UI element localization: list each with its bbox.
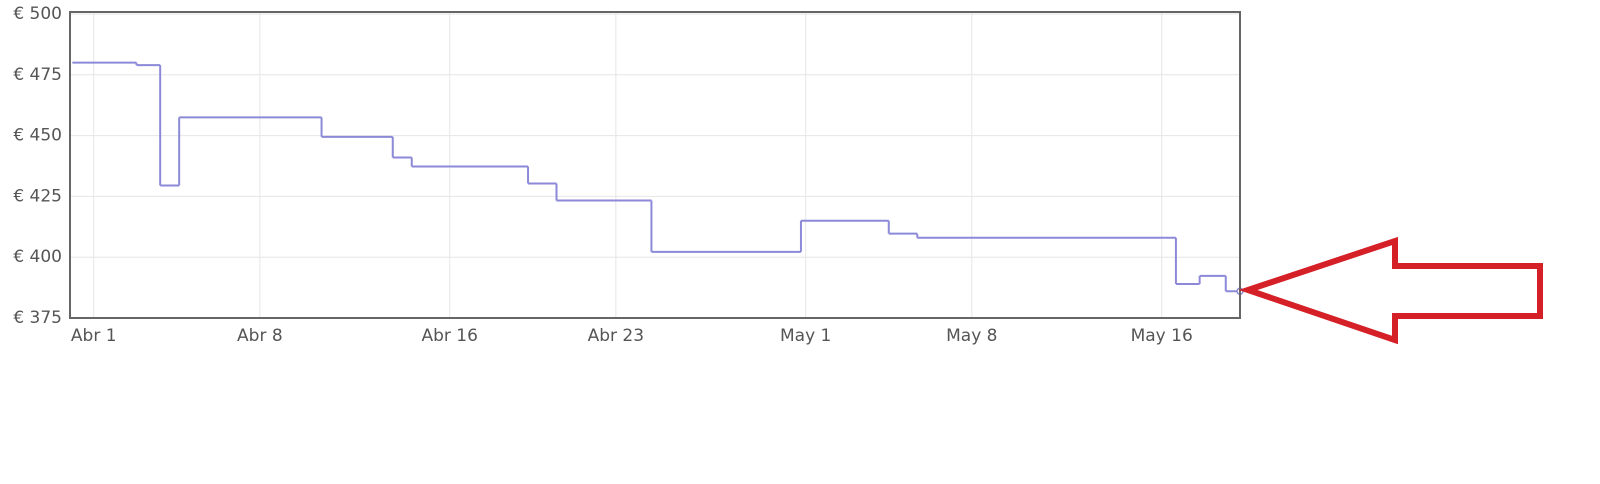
y-tick-label: € 475 [13,65,62,85]
y-tick-label: € 375 [13,308,62,328]
y-tick-label: € 450 [13,126,62,146]
x-tick-label: May 1 [780,326,831,346]
x-tick-label: Abr 8 [237,326,283,346]
x-tick-label: May 16 [1131,326,1193,346]
y-tick-label: € 400 [13,247,62,267]
plot-border [69,11,1241,319]
x-tick-label: Abr 23 [588,326,644,346]
x-tick-label: Abr 16 [421,326,477,346]
grid [70,12,1240,319]
x-tick-label: May 8 [946,326,997,346]
x-tick-label: Abr 1 [71,326,117,346]
plot [72,61,1244,295]
y-tick-label: € 425 [13,186,62,206]
y-tick-label: € 500 [13,4,62,24]
arrow [1238,236,1543,345]
